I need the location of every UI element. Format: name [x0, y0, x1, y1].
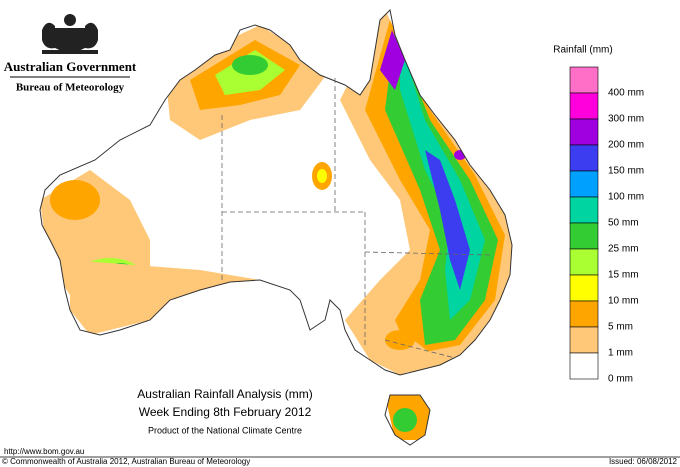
- footer-copyright: © Commonwealth of Australia 2012, Austra…: [2, 457, 250, 466]
- legend-label: 150 mm: [608, 166, 644, 177]
- legend-label: 400 mm: [608, 88, 644, 99]
- legend-swatch: [569, 274, 599, 302]
- legend: Rainfall (mm) 400 mm 300 mm 200 mm 150 mm 10…: [553, 45, 644, 385]
- legend-swatch: [569, 352, 599, 380]
- caption-title: Australian Rainfall Analysis (mm): [137, 387, 312, 401]
- legend-swatch: [569, 118, 599, 146]
- legend-label: 25 mm: [608, 244, 639, 255]
- legend-swatch: [569, 196, 599, 224]
- footer-issued: Issued: 06/08/2012: [609, 457, 678, 466]
- caption-producer: Product of the National Climate Centre: [148, 425, 302, 435]
- legend-label: 200 mm: [608, 140, 644, 151]
- agency-name: Australian Government: [4, 59, 137, 74]
- crest: [42, 14, 98, 54]
- footer-url: http://www.bom.gov.au: [4, 447, 84, 456]
- legend-swatch: [569, 222, 599, 250]
- caption-period: Week Ending 8th February 2012: [139, 405, 312, 419]
- legend-label: 0 mm: [608, 374, 633, 385]
- legend-label: 1 mm: [608, 348, 633, 359]
- legend-label: 10 mm: [608, 296, 639, 307]
- legend-swatch: [569, 248, 599, 276]
- legend-title: Rainfall (mm): [553, 45, 612, 56]
- legend-label: 15 mm: [608, 270, 639, 281]
- legend-label: 5 mm: [608, 322, 633, 333]
- legend-label: 50 mm: [608, 218, 639, 229]
- legend-swatch: [569, 144, 599, 172]
- legend-label: 100 mm: [608, 192, 644, 203]
- legend-swatch: [569, 326, 599, 354]
- legend-swatch: [569, 170, 599, 198]
- legend-swatch: [569, 92, 599, 120]
- legend-swatch: [569, 300, 599, 328]
- bureau-name: Bureau of Meteorology: [16, 82, 125, 94]
- legend-label: 300 mm: [608, 114, 644, 125]
- legend-swatch: [569, 66, 599, 94]
